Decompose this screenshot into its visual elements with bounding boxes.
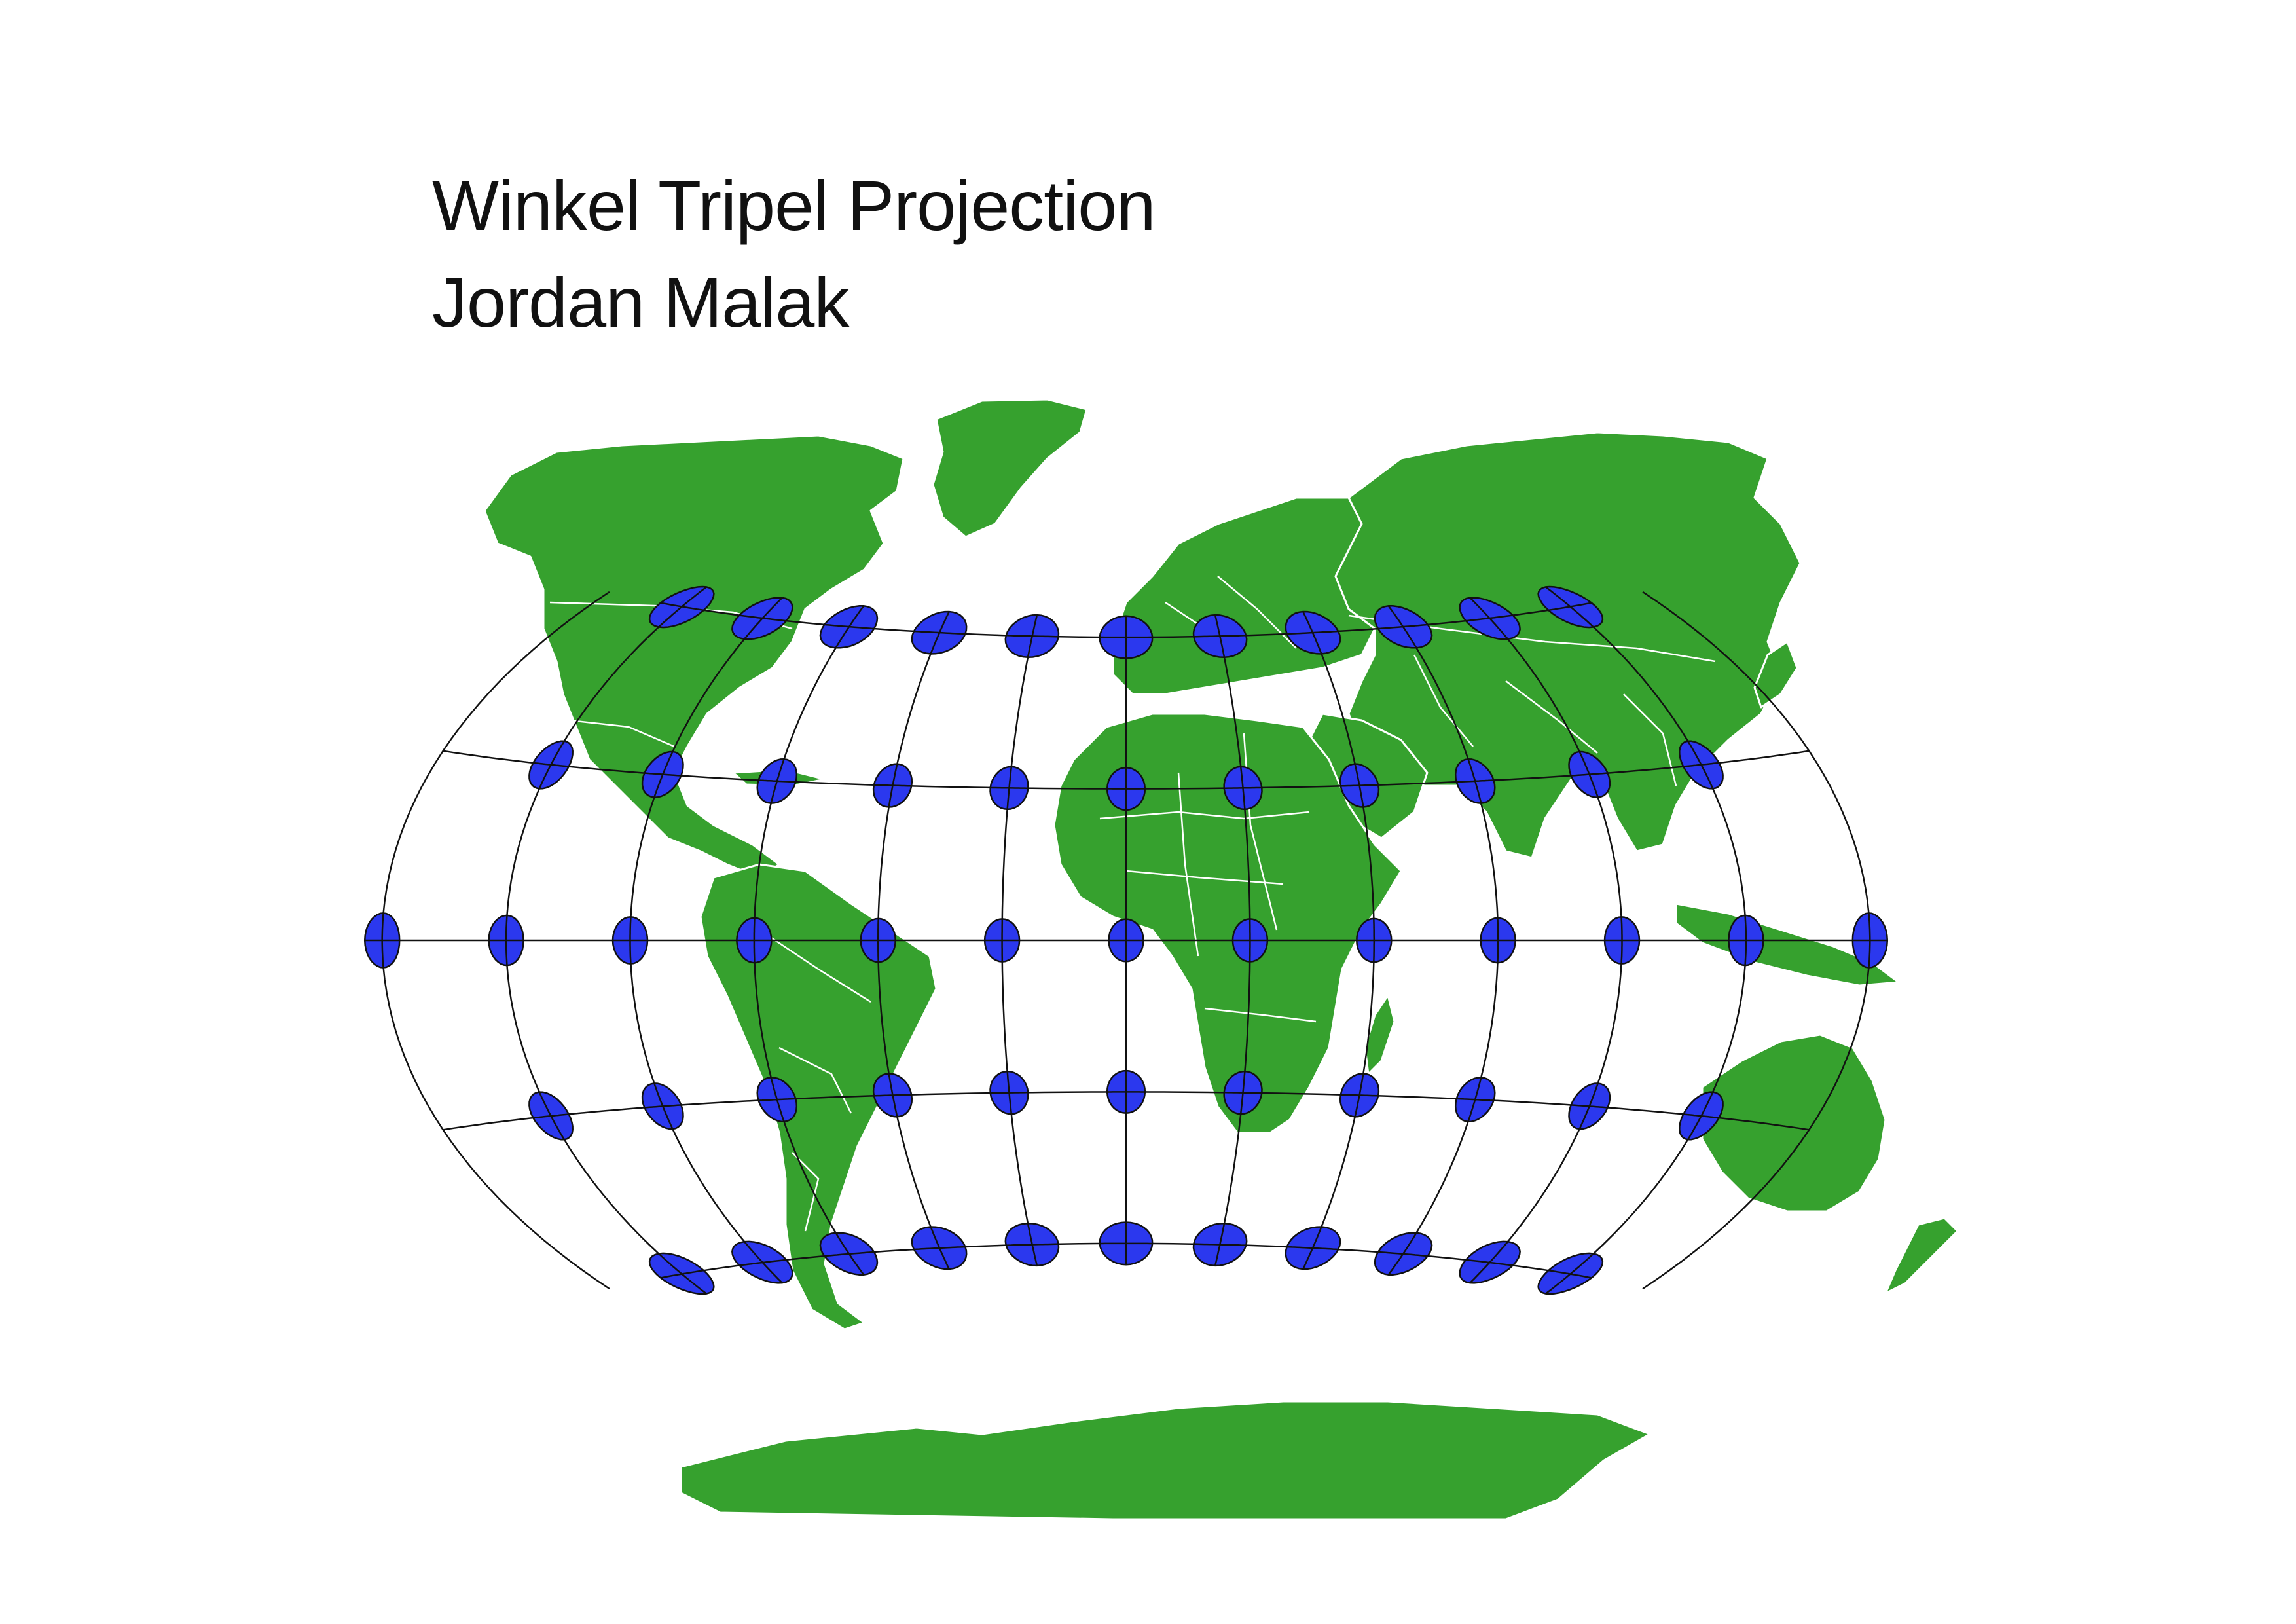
land-north-america xyxy=(483,434,905,879)
border-south-america-2 xyxy=(778,1046,852,1114)
land-japan xyxy=(1753,640,1798,709)
border-us-mexico xyxy=(569,719,675,748)
crosshair-v xyxy=(888,1073,898,1117)
crosshair-v xyxy=(1239,766,1246,810)
map-author: Jordan Malak xyxy=(432,263,849,342)
crosshair-v xyxy=(835,1232,865,1276)
land-australia xyxy=(1701,1033,1887,1213)
border-africa-3 xyxy=(1177,772,1199,957)
crosshair-v xyxy=(1578,751,1599,798)
crosshair-v xyxy=(1354,1073,1364,1117)
crosshair-v xyxy=(505,915,508,966)
border-asia-2 xyxy=(1505,680,1598,754)
border-africa-4 xyxy=(1243,733,1278,931)
crosshair-v xyxy=(1387,1232,1417,1276)
crosshair-v xyxy=(1744,915,1747,966)
crosshair-v xyxy=(744,597,783,640)
crosshair-v xyxy=(1687,741,1714,789)
crosshair-v xyxy=(1027,1223,1038,1266)
land-greenland xyxy=(932,398,1088,538)
crosshair-v xyxy=(835,605,865,648)
crosshair-v xyxy=(1469,597,1508,640)
border-south-america-3 xyxy=(792,1152,820,1232)
crosshair-v xyxy=(653,1082,674,1130)
border-africa-5 xyxy=(1204,1007,1317,1023)
crosshair-v xyxy=(1027,614,1038,658)
crosshair-v xyxy=(653,751,674,798)
crosshair-v xyxy=(658,586,707,628)
crosshair-v xyxy=(877,918,879,963)
crosshair-v xyxy=(1387,605,1417,648)
crosshair-v xyxy=(888,764,898,807)
border-asia-1 xyxy=(1413,654,1474,747)
indicatrix-crosshairs xyxy=(365,586,1887,1295)
crosshair-v xyxy=(1469,1241,1508,1283)
land-africa xyxy=(1053,712,1402,1134)
crosshair-v xyxy=(658,1253,707,1295)
crosshair-v xyxy=(1467,1077,1482,1122)
map-title: Winkel Tripel Projection xyxy=(432,166,1156,245)
crosshair-v xyxy=(629,917,632,964)
crosshair-v xyxy=(1467,758,1482,803)
crosshair-v xyxy=(930,1227,950,1270)
border-africa-2 xyxy=(1125,870,1284,885)
land-madagascar xyxy=(1364,994,1396,1075)
crosshair-v xyxy=(1006,766,1013,810)
land-new-zealand xyxy=(1884,1217,1959,1295)
crosshair-v xyxy=(538,1092,565,1140)
crosshair-v xyxy=(1578,1082,1599,1130)
crosshair-v xyxy=(744,1241,783,1283)
crosshair-v xyxy=(1302,611,1322,654)
crosshair-v xyxy=(1302,1227,1322,1270)
crosshair-v xyxy=(1006,1071,1013,1115)
crosshair-v xyxy=(538,741,565,789)
crosshair-v xyxy=(1239,1071,1246,1115)
crosshair-v xyxy=(753,917,756,963)
crosshair-v xyxy=(930,611,950,654)
border-south-america-1 xyxy=(759,929,871,1003)
crosshair-v xyxy=(1354,764,1364,807)
land-antarctica xyxy=(680,1400,1651,1521)
border-africa-1 xyxy=(1099,811,1310,820)
crosshair-v xyxy=(770,758,785,803)
land-europe xyxy=(1112,496,1376,695)
crosshair-v xyxy=(1687,1092,1714,1140)
crosshair-v xyxy=(1868,913,1871,968)
crosshair-v xyxy=(1545,586,1594,628)
crosshair-v xyxy=(1545,1253,1594,1295)
crosshair-v xyxy=(381,913,384,968)
crosshair-v xyxy=(770,1077,785,1122)
border-europe-2 xyxy=(1217,576,1297,649)
crosshair-v xyxy=(1214,1223,1226,1266)
crosshair-v xyxy=(1497,917,1499,963)
title-block: Winkel Tripel Projection Jordan Malak xyxy=(432,157,1156,351)
land-south-america xyxy=(699,863,938,1331)
crosshair-v xyxy=(1214,614,1226,658)
